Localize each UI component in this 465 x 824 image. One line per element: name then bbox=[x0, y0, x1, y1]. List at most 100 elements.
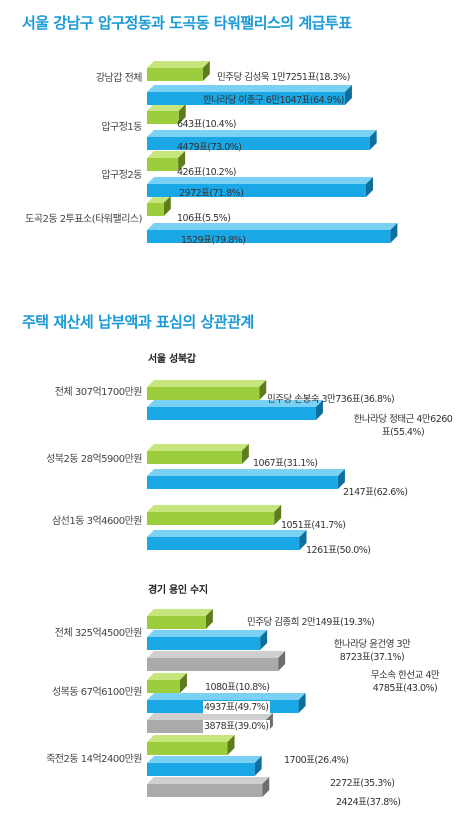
bar-front bbox=[147, 658, 279, 671]
bar-blue bbox=[147, 85, 352, 105]
bar-front bbox=[147, 451, 242, 464]
bar-green bbox=[147, 61, 210, 81]
bar-top bbox=[147, 530, 307, 537]
bar-blue bbox=[147, 756, 262, 776]
bar-top bbox=[147, 61, 210, 68]
data-label: 2147표(62.6%) bbox=[343, 487, 408, 498]
data-label: 민주당 김성욱 1만7251표(18.3%) bbox=[217, 72, 350, 83]
bar-blue bbox=[147, 223, 398, 243]
bar-green bbox=[147, 104, 186, 124]
bar-side bbox=[274, 505, 282, 525]
data-label: 1051표(41.7%) bbox=[281, 520, 346, 531]
group-title-seoul: 서울 성북갑 bbox=[148, 354, 196, 365]
bar-top bbox=[147, 177, 373, 184]
bar-front bbox=[147, 111, 179, 124]
row-label: 삼선1동 3억4600만원 bbox=[51, 516, 143, 527]
data-label: 한나라당 윤건영 3만8723표(37.1%) bbox=[333, 639, 411, 663]
bar-front bbox=[147, 92, 345, 105]
data-label: 643표(10.4%) bbox=[177, 119, 236, 130]
bar-green bbox=[147, 380, 267, 400]
bar-blue bbox=[147, 130, 377, 150]
bar-green bbox=[147, 196, 171, 216]
bar-front bbox=[147, 537, 300, 550]
data-label: 2272표(35.3%) bbox=[330, 778, 395, 789]
data-label: 1080표(10.8%) bbox=[205, 682, 270, 693]
bar-front bbox=[147, 680, 180, 693]
data-label: 한나라당 정태근 4만6260표(55.4%) bbox=[353, 414, 453, 438]
bar-blue bbox=[147, 530, 307, 550]
bar-green bbox=[147, 151, 186, 171]
bar-gray bbox=[147, 651, 286, 671]
bar-front bbox=[147, 763, 255, 776]
chart-title-2: 주택 재산세 납부액과 표심의 상관관계 bbox=[22, 313, 254, 331]
data-label: 4479표(73.0%) bbox=[177, 142, 242, 153]
bar-blue bbox=[147, 469, 345, 489]
bar-side bbox=[344, 85, 352, 105]
bar-side bbox=[227, 735, 235, 755]
bar-side bbox=[369, 130, 377, 150]
data-label: 한나라당 이종구 6만1047표(64.9%) bbox=[203, 95, 345, 106]
bar-side bbox=[365, 177, 373, 197]
bar-front bbox=[147, 742, 228, 755]
data-label: 426표(10.2%) bbox=[177, 167, 236, 178]
bar-side bbox=[178, 104, 186, 124]
bar-top bbox=[147, 223, 398, 230]
bar-green bbox=[147, 735, 235, 755]
bar-side bbox=[202, 61, 210, 81]
bar-top bbox=[147, 444, 249, 451]
row-label: 죽전2동 14억2400만원 bbox=[46, 754, 142, 765]
bar-blue bbox=[147, 400, 323, 420]
bar-blue bbox=[147, 630, 268, 650]
bar-side bbox=[278, 651, 286, 671]
bar-side bbox=[178, 151, 186, 171]
data-label: 1700표(26.4%) bbox=[284, 755, 349, 766]
bar-green bbox=[147, 444, 249, 464]
bar-side bbox=[337, 469, 345, 489]
bar-side bbox=[260, 630, 268, 650]
bar-green bbox=[147, 505, 282, 525]
bar-top bbox=[147, 400, 323, 407]
bar-top bbox=[147, 777, 270, 784]
row-label: 전체 307억1700만원 bbox=[54, 387, 143, 398]
bar-top bbox=[147, 196, 171, 203]
bar-front bbox=[147, 784, 263, 797]
bar-side bbox=[254, 756, 262, 776]
bar-top bbox=[147, 693, 306, 700]
row-label: 성북2동 28억5900만원 bbox=[46, 454, 142, 465]
bar-top bbox=[147, 151, 186, 158]
bar-top bbox=[147, 630, 268, 637]
bar-top bbox=[147, 104, 186, 111]
data-label: 민주당 김종희 2만149표(19.3%) bbox=[247, 617, 375, 628]
data-label: 106표(5.5%) bbox=[177, 213, 231, 224]
row-label: 도곡2동 2투표소(타워팰리스) bbox=[25, 214, 142, 225]
bar-front bbox=[147, 230, 391, 243]
bar-top bbox=[147, 673, 187, 680]
bar-top bbox=[147, 505, 282, 512]
row-label: 전체 325억4500만원 bbox=[54, 628, 143, 639]
bar-front bbox=[147, 637, 261, 650]
data-label: 2424표(37.8%) bbox=[336, 797, 401, 808]
row-label: 성복동 67억6100만원 bbox=[51, 687, 143, 698]
bar-blue bbox=[147, 177, 373, 197]
data-label: 3878표(39.0%) bbox=[203, 720, 270, 733]
bar-side bbox=[298, 693, 306, 713]
bar-side bbox=[205, 609, 213, 629]
bar-front bbox=[147, 407, 316, 420]
bar-green bbox=[147, 673, 187, 693]
bar-side bbox=[315, 400, 323, 420]
bar-front bbox=[147, 387, 260, 400]
bar-front bbox=[147, 476, 338, 489]
bar-top bbox=[147, 609, 213, 616]
bar-side bbox=[179, 673, 187, 693]
data-label: 1529표(79.8%) bbox=[181, 235, 246, 246]
data-label: 1261표(50.0%) bbox=[306, 545, 371, 556]
data-label: 무소속 한선교 4만4785표(43.0%) bbox=[370, 670, 440, 694]
bar-front bbox=[147, 158, 179, 171]
bar-front bbox=[147, 616, 206, 629]
bar-green bbox=[147, 609, 213, 629]
data-label: 1067표(31.1%) bbox=[253, 458, 318, 469]
bar-top bbox=[147, 651, 286, 658]
bar-front bbox=[147, 184, 366, 197]
bar-top bbox=[147, 85, 352, 92]
